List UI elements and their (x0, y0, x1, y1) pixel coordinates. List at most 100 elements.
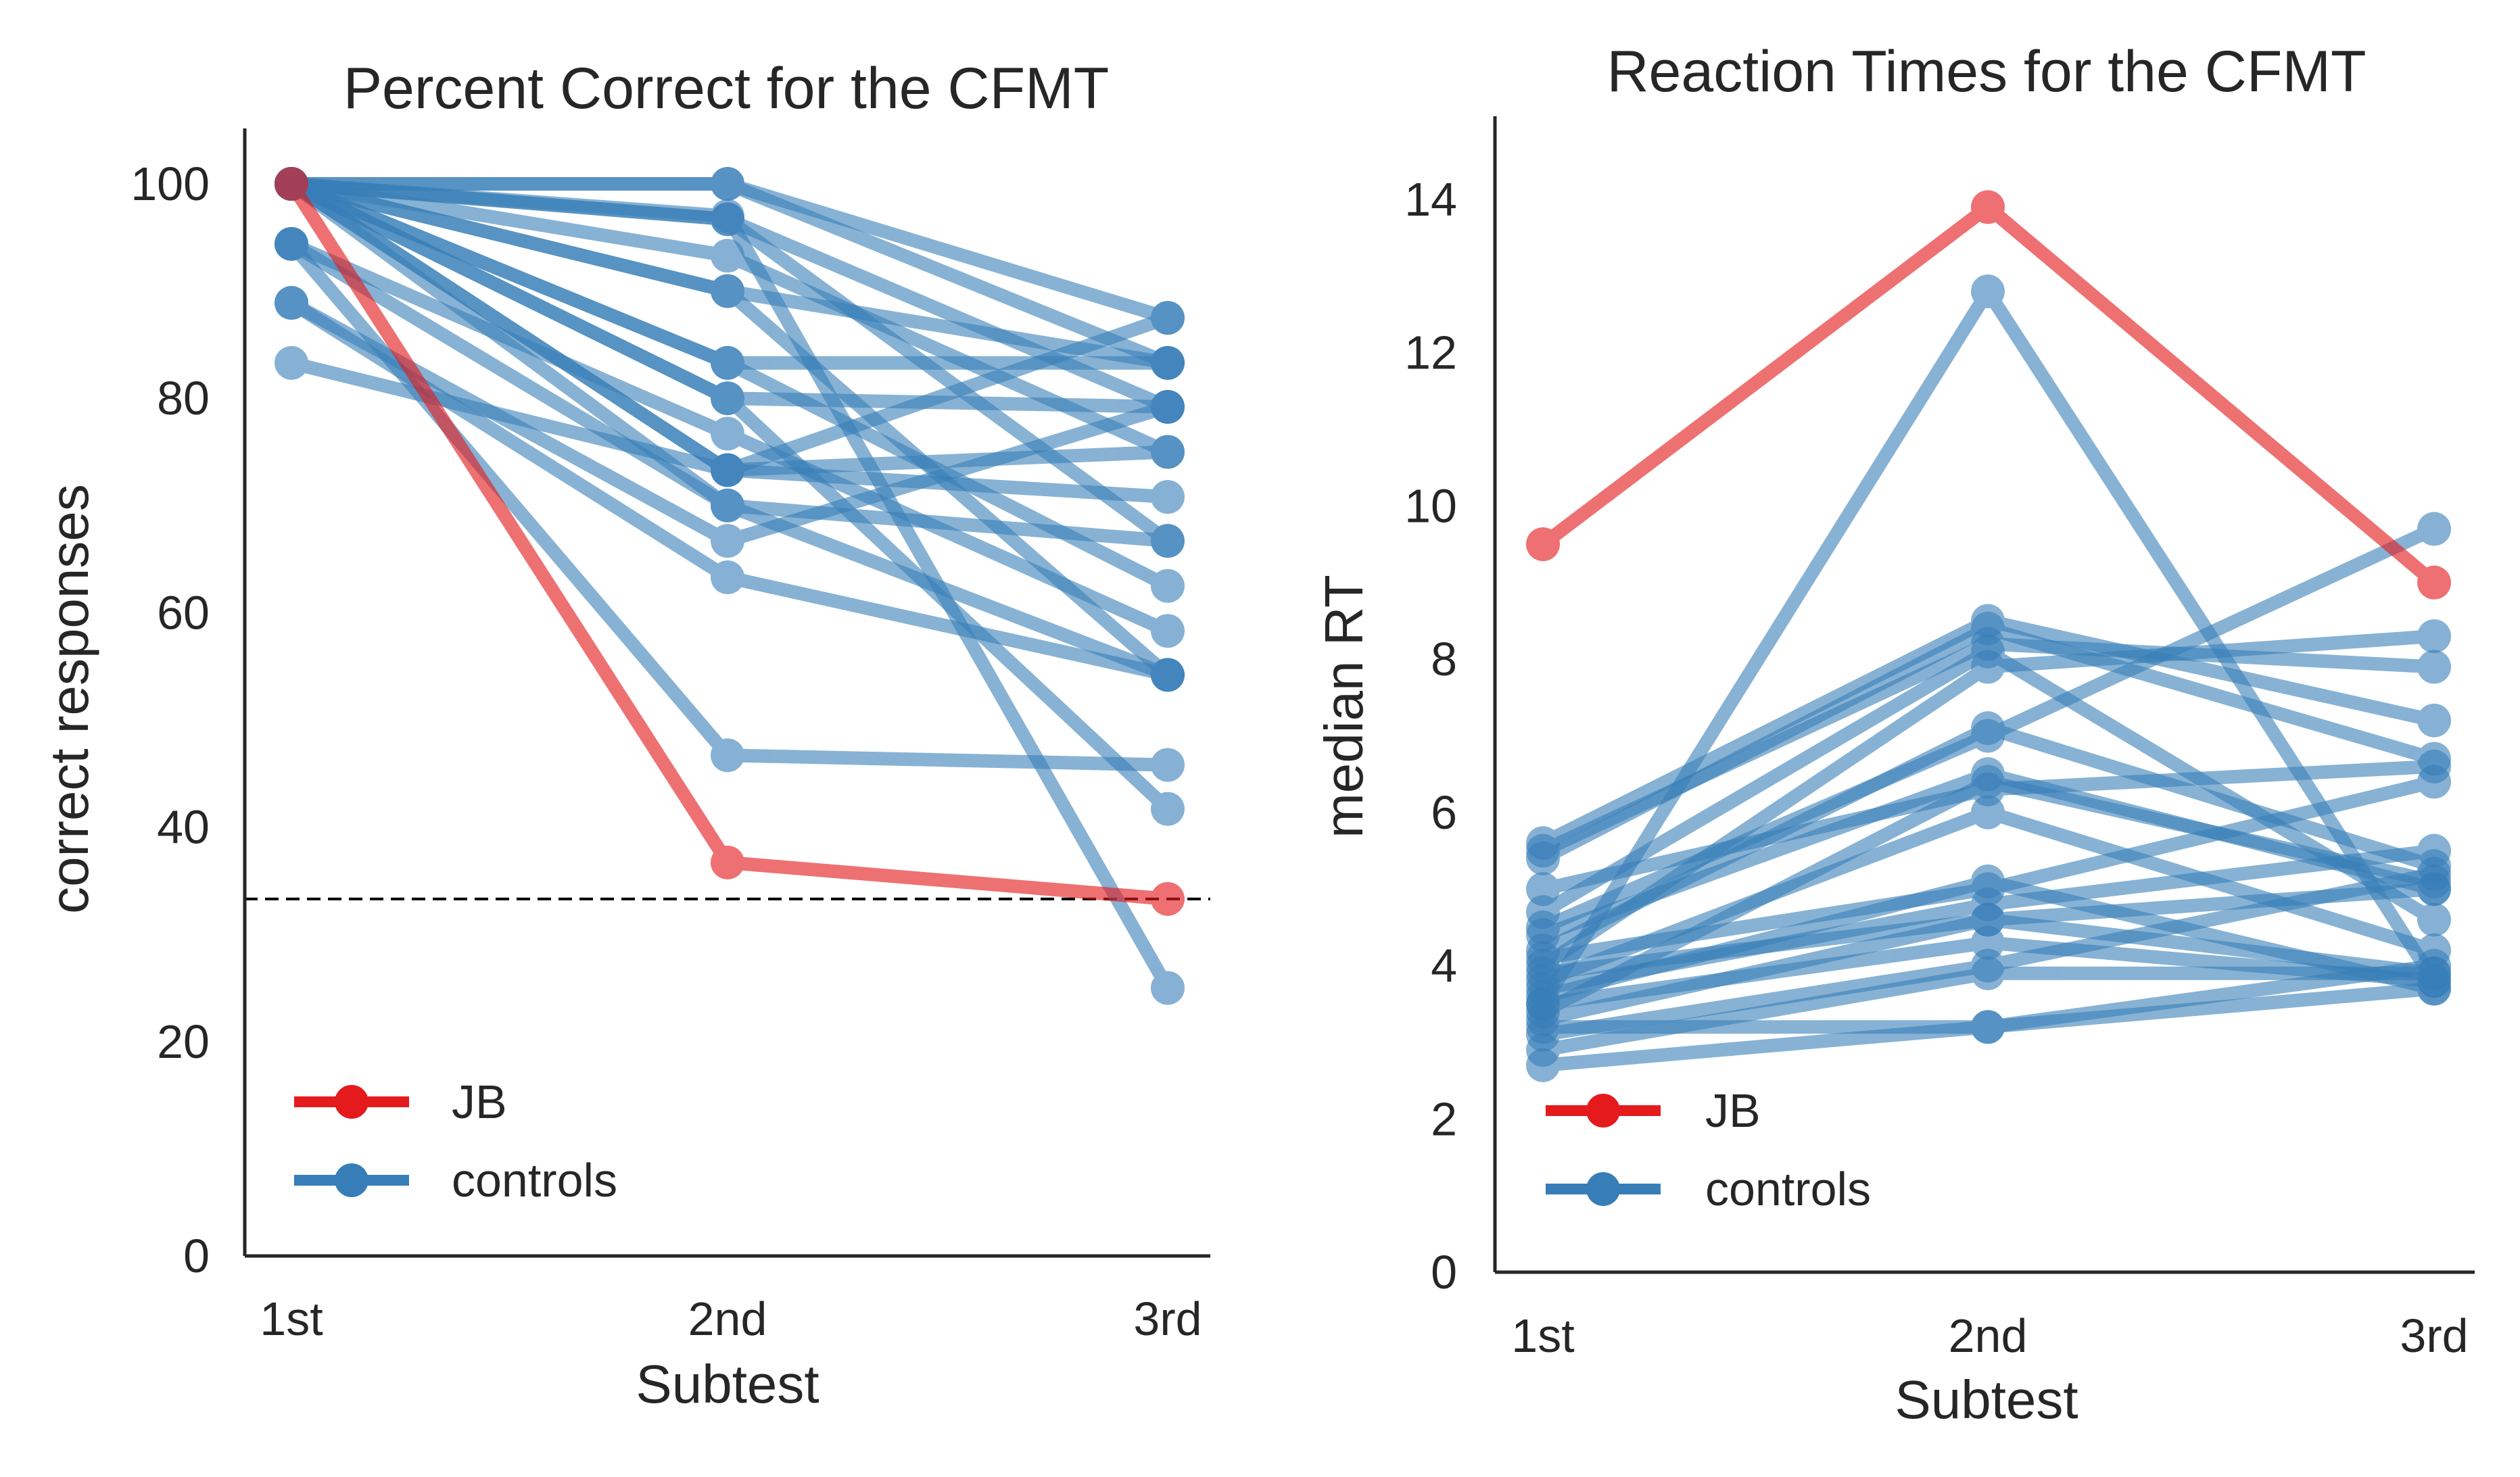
x-tick-label: 2nd (1949, 1309, 2028, 1362)
data-point (2417, 765, 2451, 799)
data-point (1151, 748, 1185, 782)
data-point (1971, 864, 2005, 898)
tick-layer: 1st 2nd 3rd 0 2 4 6 8 10 12 14 (1404, 173, 2468, 1362)
legend: JB controls (294, 1075, 617, 1207)
y-tick-label: 8 (1431, 633, 1457, 685)
data-point (1526, 1048, 1560, 1082)
legend-label: JB (1705, 1084, 1761, 1137)
series-layer (1526, 190, 2451, 1082)
data-point (1151, 792, 1185, 826)
x-tick-label: 3rd (2400, 1309, 2468, 1362)
series-jb (275, 167, 1185, 916)
y-tick-label: 40 (157, 801, 210, 854)
x-axis-label: Subtest (1895, 1370, 2078, 1430)
legend-marker (335, 1163, 369, 1197)
chart-title: Reaction Times for the CFMT (1607, 39, 2366, 104)
legend-label: controls (452, 1154, 617, 1207)
data-point (1151, 658, 1185, 692)
legend-entry: controls (1546, 1163, 1871, 1215)
legend-entry: controls (294, 1154, 617, 1207)
data-point (1971, 795, 2005, 829)
x-tick-label: 1st (260, 1292, 323, 1345)
data-point (1151, 345, 1185, 380)
data-point (1971, 274, 2005, 309)
data-point (711, 199, 744, 233)
y-tick-label: 10 (1404, 479, 1457, 532)
data-point (2417, 902, 2451, 937)
y-tick-label: 12 (1404, 326, 1457, 379)
data-point (2417, 650, 2451, 684)
data-point (1971, 190, 2005, 224)
data-point (1151, 614, 1185, 648)
y-tick-label: 6 (1431, 786, 1457, 839)
data-point (1526, 841, 1560, 875)
x-tick-label: 2nd (688, 1292, 767, 1345)
data-point (2417, 856, 2451, 891)
data-point (275, 345, 308, 380)
data-point (711, 239, 744, 273)
data-point (711, 381, 744, 416)
data-point (1151, 524, 1185, 558)
data-point (275, 226, 308, 261)
data-point (711, 345, 744, 380)
chart-title: Percent Correct for the CFMT (343, 56, 1110, 121)
legend-marker (1586, 1172, 1620, 1206)
data-point (711, 167, 744, 201)
data-point (1971, 650, 2005, 684)
data-point (1971, 902, 2005, 937)
data-point (1971, 956, 2005, 990)
y-tick-label: 2 (1431, 1092, 1457, 1145)
data-point (1151, 301, 1185, 335)
data-point (2417, 565, 2451, 600)
x-tick-label: 1st (1511, 1309, 1574, 1362)
data-point (711, 488, 744, 523)
data-point (1971, 765, 2005, 799)
data-point (711, 453, 744, 487)
data-point (1151, 480, 1185, 514)
axes-layer (1493, 116, 2475, 1274)
y-axis-label: median RT (1314, 575, 1374, 838)
legend-marker (335, 1085, 369, 1119)
data-point (1151, 435, 1185, 469)
x-axis-label: Subtest (636, 1354, 819, 1414)
y-tick-label: 60 (157, 586, 210, 639)
data-point (711, 845, 744, 879)
y-tick-label: 20 (157, 1015, 210, 1068)
data-point (1151, 971, 1185, 1005)
y-tick-label: 0 (1431, 1246, 1457, 1299)
data-point (1526, 527, 1560, 562)
y-tick-label: 0 (183, 1230, 210, 1282)
series-jb (1526, 190, 2451, 600)
y-tick-label: 14 (1404, 173, 1457, 226)
data-point (1971, 1010, 2005, 1044)
data-point (2417, 703, 2451, 737)
data-point (275, 167, 308, 201)
tick-layer: 1st 2nd 3rd 0 20 40 60 80 100 (130, 158, 1202, 1345)
data-point (1151, 568, 1185, 603)
legend: JB controls (1546, 1084, 1871, 1215)
panel-percent-correct: Percent Correct for the CFMT correct res… (39, 56, 1210, 1414)
y-tick-label: 4 (1431, 940, 1457, 992)
data-point (711, 524, 744, 558)
y-tick-label: 100 (130, 158, 210, 210)
legend-entry: JB (294, 1075, 507, 1128)
data-point (711, 416, 744, 451)
y-axis-label: correct responses (39, 484, 99, 914)
legend-label: JB (452, 1075, 507, 1128)
legend-entry: JB (1546, 1084, 1761, 1137)
legend-marker (1586, 1094, 1620, 1128)
data-point (1151, 881, 1185, 916)
data-point (2417, 619, 2451, 654)
data-point (711, 274, 744, 308)
series-layer (275, 167, 1185, 1005)
data-point (711, 738, 744, 773)
y-tick-label: 80 (157, 372, 210, 425)
data-point (1151, 389, 1185, 424)
data-point (1971, 711, 2005, 746)
data-point (711, 560, 744, 595)
data-point (2417, 512, 2451, 546)
series-control (1526, 948, 2451, 1082)
data-point (275, 286, 308, 320)
panel-reaction-times: Reaction Times for the CFMT median RT Su… (1314, 39, 2475, 1430)
